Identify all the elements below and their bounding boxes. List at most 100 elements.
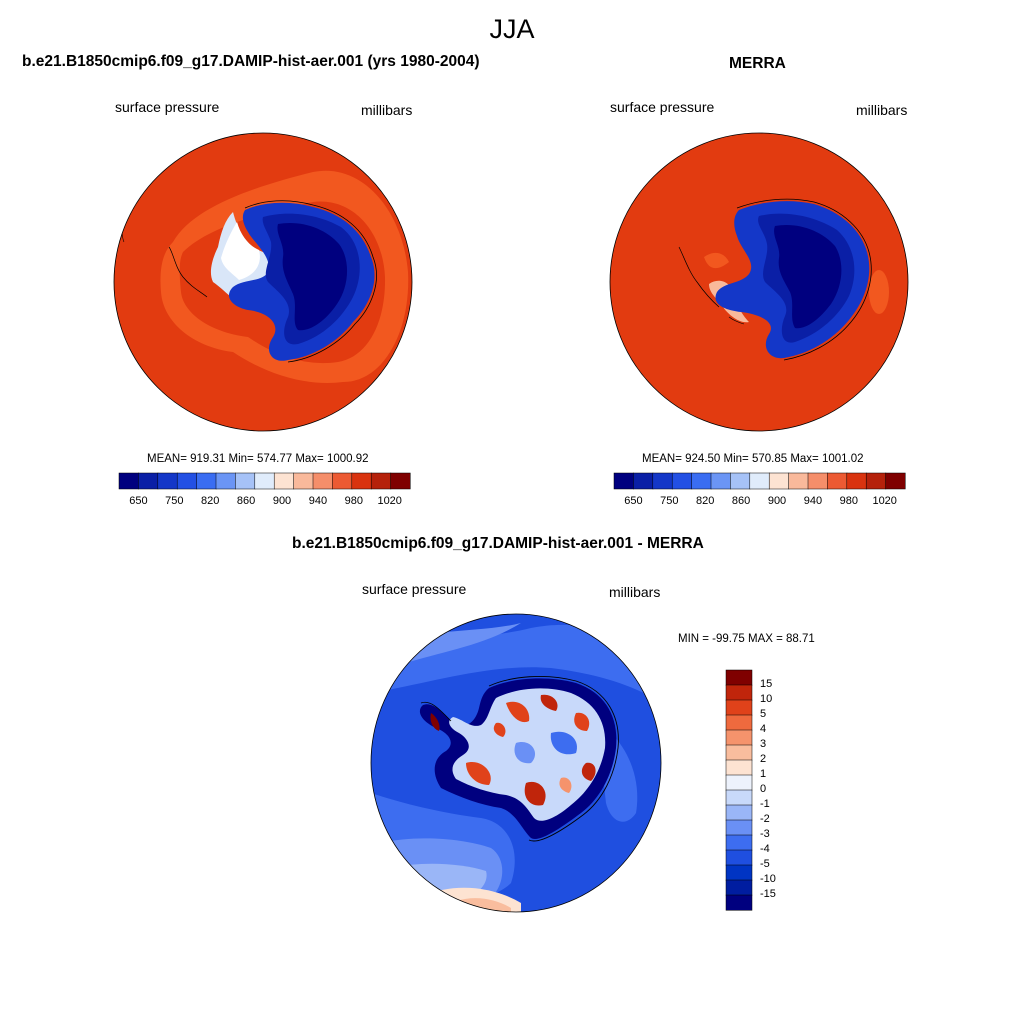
obs-colorbar-swatch bbox=[807, 472, 828, 490]
diff-colorbar-tick: -15 bbox=[760, 888, 776, 900]
obs-antarctica bbox=[704, 198, 872, 361]
model-panel-title: b.e21.B1850cmip6.f09_g17.DAMIP-hist-aer.… bbox=[22, 53, 480, 70]
diff-colorbar-tick: 15 bbox=[760, 678, 773, 690]
diff-colorbar-swatch bbox=[725, 894, 753, 911]
obs-colorbar-swatch bbox=[710, 472, 731, 490]
obs-colorbar-swatch bbox=[827, 472, 848, 490]
diff-colorbar-swatch bbox=[725, 729, 753, 746]
model-colorbar-swatch bbox=[351, 472, 372, 490]
obs-colorbar-swatch bbox=[885, 472, 906, 490]
diff-colorbar-swatch bbox=[725, 759, 753, 776]
diff-colorbar-tick: 0 bbox=[760, 783, 767, 795]
obs-colorbar-swatch bbox=[846, 472, 867, 490]
model-colorbar-swatch bbox=[273, 472, 295, 490]
model-colorbar-swatch bbox=[254, 472, 275, 490]
model-colorbar-swatch bbox=[293, 472, 314, 490]
obs-colorbar-swatch bbox=[865, 472, 887, 490]
diff-colorbar-swatch bbox=[725, 834, 753, 851]
diff-colorbar-swatch bbox=[725, 789, 753, 806]
model-colorbar-swatch bbox=[138, 472, 159, 490]
diff-colorbar-tick: 1 bbox=[760, 768, 767, 780]
diff-map-border bbox=[370, 613, 662, 913]
model-colorbar-swatch bbox=[332, 472, 353, 490]
diff-polar-map bbox=[370, 613, 662, 913]
diff-variable-label: surface pressure bbox=[362, 581, 467, 597]
obs-colorbar bbox=[613, 472, 906, 490]
diff-colorbar-swatch bbox=[725, 699, 753, 716]
diff-colorbar-tick: -10 bbox=[760, 873, 776, 885]
obs-polar-map bbox=[609, 132, 909, 432]
diff-colorbar-tick: -2 bbox=[760, 813, 770, 825]
obs-colorbar-swatch bbox=[613, 472, 634, 490]
diff-colorbar-tick: 10 bbox=[760, 693, 773, 705]
diff-colorbar-swatch bbox=[725, 774, 753, 791]
obs-colorbar-tick: 900 bbox=[767, 495, 787, 507]
diff-colorbar-swatch bbox=[725, 819, 753, 836]
obs-map-border bbox=[609, 132, 909, 432]
obs-colorbar-swatch bbox=[652, 472, 673, 490]
diff-colorbar-tick: -1 bbox=[760, 798, 770, 810]
obs-colorbar-tick: 750 bbox=[660, 495, 679, 507]
figure-title: JJA bbox=[489, 14, 535, 44]
obs-colorbar-tick: 1020 bbox=[872, 495, 897, 507]
diff-colorbar-tick: 5 bbox=[760, 708, 767, 720]
obs-colorbar-swatch bbox=[671, 472, 693, 490]
obs-colorbar-labels: 650 750 820 860 900 940 980 1020 bbox=[614, 495, 905, 509]
model-colorbar-swatch bbox=[370, 472, 392, 490]
diff-antarctica bbox=[419, 675, 619, 842]
model-colorbar-swatch bbox=[157, 472, 178, 490]
model-colorbar-tick: 650 bbox=[129, 495, 148, 507]
obs-variable-label: surface pressure bbox=[610, 99, 715, 115]
obs-units-label: millibars bbox=[856, 102, 908, 118]
model-antarctica bbox=[210, 200, 377, 363]
diff-colorbar-swatch bbox=[725, 669, 753, 686]
diff-colorbar-swatch bbox=[725, 864, 753, 881]
model-colorbar-swatch bbox=[235, 472, 256, 490]
model-colorbar-tick: 900 bbox=[272, 495, 292, 507]
model-units-label: millibars bbox=[361, 102, 413, 118]
obs-colorbar-swatch bbox=[749, 472, 770, 490]
obs-colorbar-tick: 860 bbox=[731, 495, 751, 507]
model-colorbar-swatch bbox=[215, 472, 236, 490]
obs-colorbar-swatch bbox=[691, 472, 712, 490]
diff-colorbar-tick: -5 bbox=[760, 858, 770, 870]
obs-panel-title: MERRA bbox=[729, 55, 786, 72]
model-stats: MEAN= 919.31 Min= 574.77 Max= 1000.92 bbox=[147, 453, 369, 465]
diff-colorbar-swatch bbox=[725, 849, 753, 866]
model-colorbar-tick: 940 bbox=[308, 495, 328, 507]
model-colorbar-tick: 820 bbox=[201, 495, 220, 507]
model-map-border bbox=[113, 132, 413, 432]
obs-colorbar-swatch bbox=[788, 472, 809, 490]
obs-stats: MEAN= 924.50 Min= 570.85 Max= 1001.02 bbox=[642, 453, 864, 465]
model-colorbar bbox=[118, 472, 411, 490]
diff-units-label: millibars bbox=[609, 584, 661, 600]
diff-colorbar-tick: -4 bbox=[760, 843, 770, 855]
model-colorbar-swatch bbox=[312, 472, 333, 490]
diff-colorbar-swatch bbox=[725, 804, 753, 821]
obs-colorbar-tick: 980 bbox=[839, 495, 858, 507]
diff-stats: MIN = -99.75 MAX = 88.71 bbox=[678, 633, 815, 645]
diff-colorbar-swatch bbox=[725, 714, 753, 731]
diff-panel-title: b.e21.B1850cmip6.f09_g17.DAMIP-hist-aer.… bbox=[292, 535, 704, 552]
obs-colorbar-tick: 940 bbox=[803, 495, 823, 507]
model-colorbar-tick: 860 bbox=[236, 495, 256, 507]
diff-colorbar-tick: 3 bbox=[760, 738, 767, 750]
model-colorbar-tick: 1020 bbox=[377, 495, 402, 507]
model-colorbar-labels: 650 750 820 860 900 940 980 1020 bbox=[119, 495, 410, 509]
diff-colorbar-swatch bbox=[725, 879, 753, 896]
model-colorbar-swatch bbox=[176, 472, 198, 490]
diff-colorbar-tick: 4 bbox=[760, 723, 767, 735]
model-colorbar-tick: 750 bbox=[165, 495, 184, 507]
model-colorbar-swatch bbox=[390, 472, 411, 490]
model-colorbar-tick: 980 bbox=[344, 495, 363, 507]
model-variable-label: surface pressure bbox=[115, 99, 220, 115]
model-colorbar-swatch bbox=[118, 472, 139, 490]
diff-colorbar-swatch bbox=[725, 744, 753, 761]
diff-colorbar-tick: 2 bbox=[760, 753, 767, 765]
diff-colorbar-labels: 15 10 5 4 3 2 1 0 -1 -2 -3 -4 -5 -10 -15 bbox=[760, 670, 800, 910]
obs-colorbar-swatch bbox=[633, 472, 654, 490]
obs-colorbar-tick: 650 bbox=[624, 495, 643, 507]
diff-colorbar-tick: -3 bbox=[760, 828, 770, 840]
model-polar-map bbox=[113, 132, 413, 432]
obs-colorbar-swatch bbox=[768, 472, 790, 490]
